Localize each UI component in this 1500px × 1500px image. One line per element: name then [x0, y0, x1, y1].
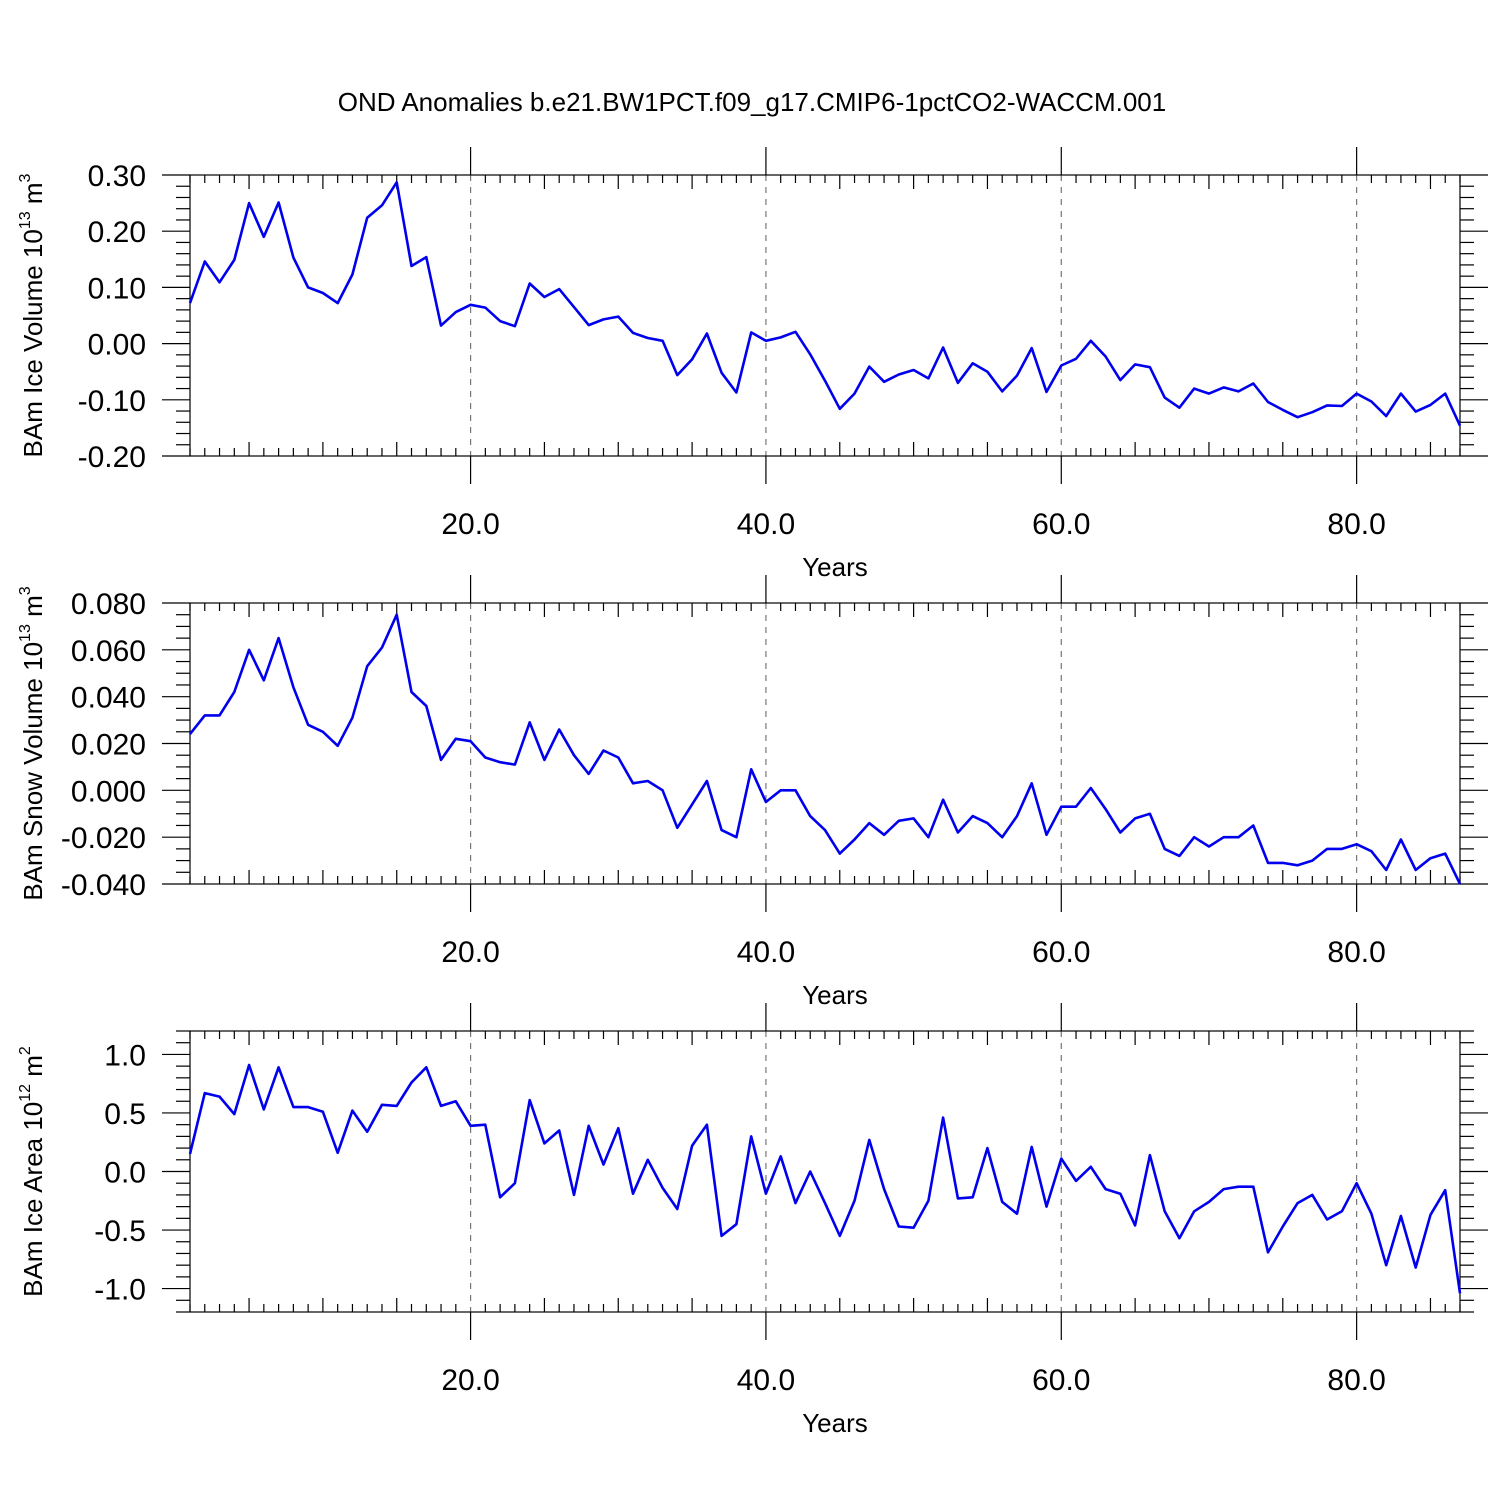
snow-volume-xtick-label: 80.0	[1327, 936, 1385, 969]
ice-area-series-line	[188, 1063, 1462, 1294]
ice-volume-ytick-label: 0.20	[88, 216, 146, 249]
snow-volume-ytick-label: -0.020	[61, 822, 146, 855]
snow-volume-ylabel: BAm Snow Volume 1013 m3	[17, 586, 48, 900]
ice-volume-frame	[189, 174, 1461, 457]
snow-volume-xtick-label: 60.0	[1032, 936, 1090, 969]
ice-volume-series-line	[188, 181, 1462, 427]
ice-area-ytick-label: -0.5	[94, 1215, 146, 1248]
ice-area-xlabel: Years	[802, 1408, 868, 1438]
ice-area-ylabel: BAm Ice Area 1012 m2	[17, 1046, 48, 1297]
ice-area-xtick-label: 20.0	[441, 1364, 499, 1397]
snow-volume-ytick-label: -0.040	[61, 869, 146, 902]
ice-volume-xtick-label: 60.0	[1032, 508, 1090, 541]
snow-volume-xtick-label: 40.0	[737, 936, 795, 969]
ice-volume-ylabel: BAm Ice Volume 1013 m3	[17, 173, 48, 457]
snow-volume-ytick-label: 0.060	[71, 635, 146, 668]
ice-area-xtick-label: 60.0	[1032, 1364, 1090, 1397]
panel-ice-area: 20.0 40.0 60.0 80.0 -1.0 -0.5 0.0 0.5 1.0 Years BA…	[17, 1003, 1488, 1438]
ice-area-ytick-label: 0.0	[104, 1157, 146, 1190]
ice-volume-xlabel: Years	[802, 552, 868, 582]
snow-volume-ytick-label: 0.000	[71, 775, 146, 808]
ice-area-xtick-label: 40.0	[737, 1364, 795, 1397]
ice-volume-ytick-label: -0.10	[78, 385, 146, 418]
ice-volume-ytick-label: 0.10	[88, 272, 146, 305]
snow-volume-series-line	[188, 613, 1462, 885]
ice-area-ytick-label: 1.0	[104, 1039, 146, 1072]
ice-area-ytick-label: -1.0	[94, 1274, 146, 1307]
snow-volume-frame	[189, 602, 1461, 885]
snow-volume-ytick-label: 0.020	[71, 729, 146, 762]
ice-volume-xtick-label: 20.0	[441, 508, 499, 541]
ice-volume-xtick-label: 80.0	[1327, 508, 1385, 541]
panel-snow-volume: 20.0 40.0 60.0 80.0 -0.040 -0.020 0.000 0.020 0.…	[17, 575, 1488, 1010]
snow-volume-xtick-label: 20.0	[441, 936, 499, 969]
ice-area-frame	[189, 1030, 1461, 1313]
snow-volume-ytick-label: 0.080	[71, 588, 146, 621]
panel-ice-volume: 20.0 40.0 60.0 80.0 -0.20 -0.10 0.00 0.10 0.20 0.…	[17, 147, 1488, 582]
ice-volume-ytick-label: 0.00	[88, 329, 146, 362]
snow-volume-xlabel: Years	[802, 980, 868, 1010]
chart-title: OND Anomalies b.e21.BW1PCT.f09_g17.CMIP6…	[338, 87, 1166, 117]
ice-volume-ytick-label: -0.20	[78, 441, 146, 474]
ice-volume-xtick-label: 40.0	[737, 508, 795, 541]
ice-volume-ytick-label: 0.30	[88, 160, 146, 193]
ice-area-ytick-label: 0.5	[104, 1098, 146, 1131]
ice-area-xtick-label: 80.0	[1327, 1364, 1385, 1397]
snow-volume-ytick-label: 0.040	[71, 682, 146, 715]
